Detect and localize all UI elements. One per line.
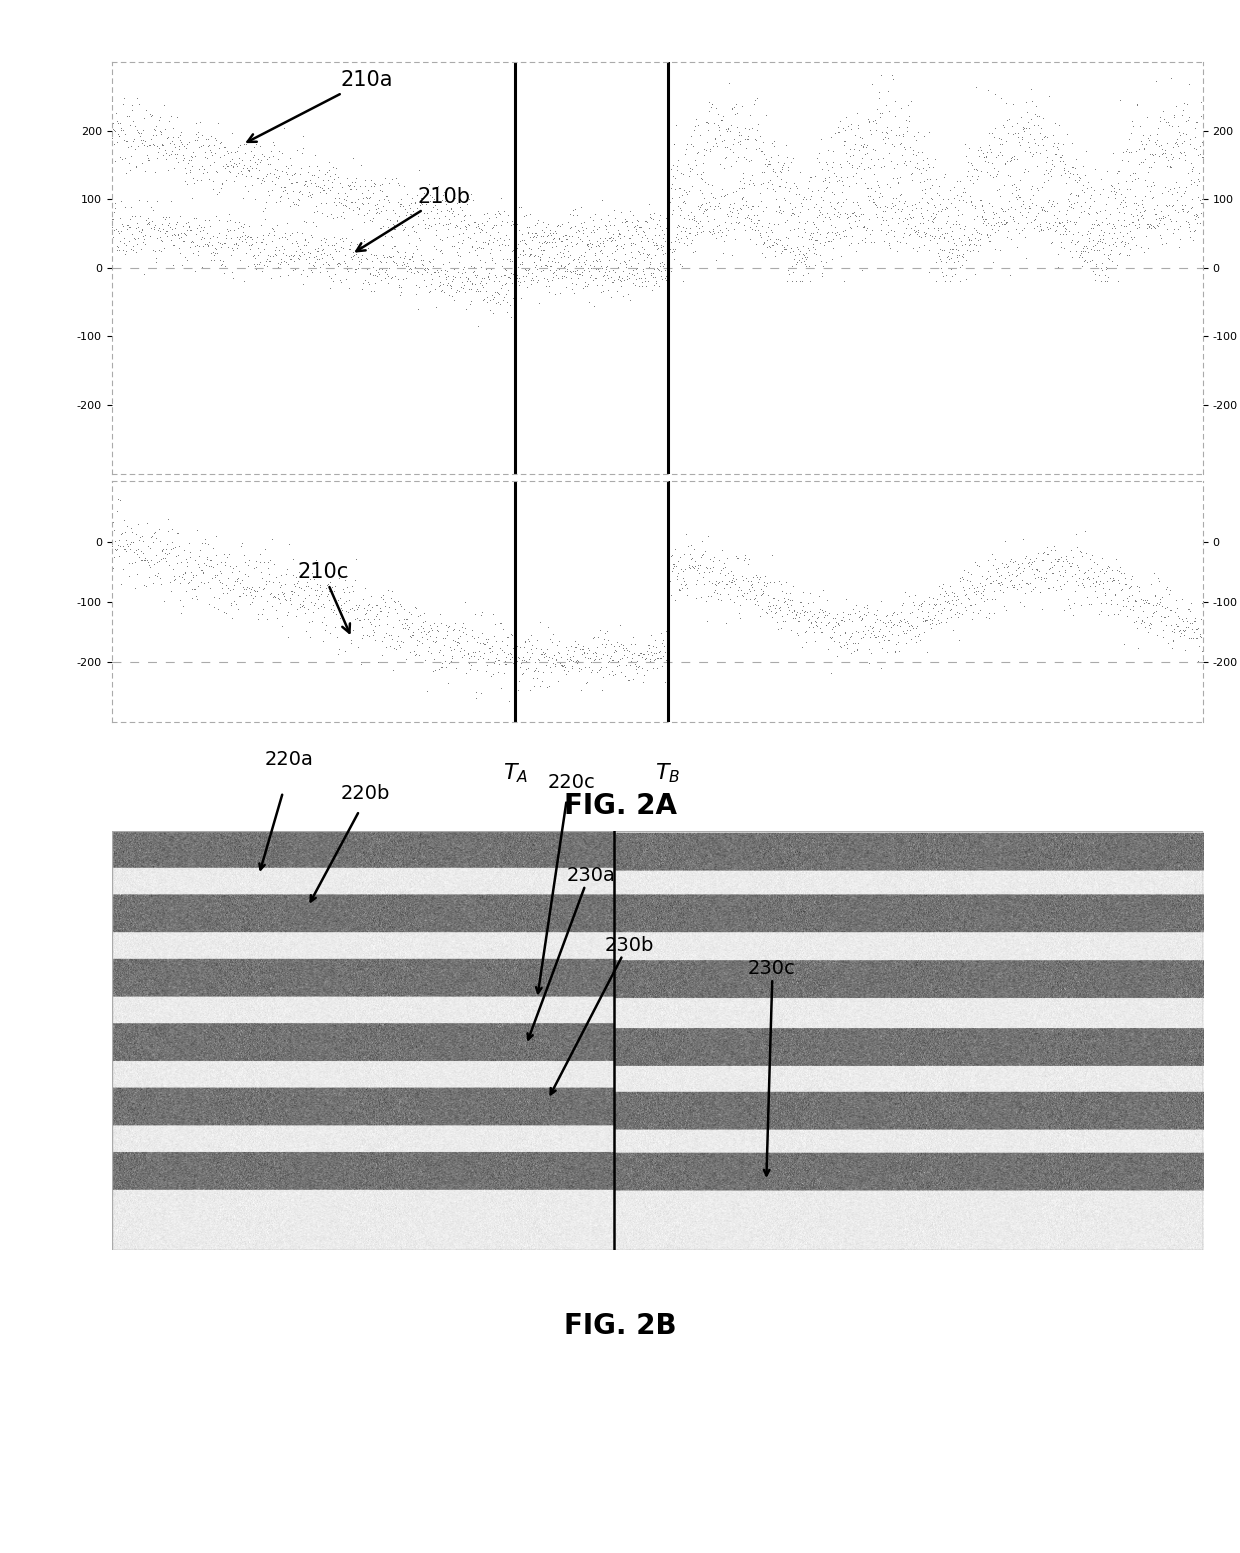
Text: 210c: 210c bbox=[298, 562, 350, 632]
Text: FIG. 2B: FIG. 2B bbox=[564, 1312, 676, 1340]
Text: 210a: 210a bbox=[248, 70, 393, 141]
Text: $T_B$: $T_B$ bbox=[656, 761, 681, 784]
Text: 230c: 230c bbox=[748, 960, 795, 978]
Text: $T_A$: $T_A$ bbox=[502, 761, 528, 784]
Text: 220b: 220b bbox=[341, 784, 391, 803]
Text: 220c: 220c bbox=[548, 773, 596, 792]
Text: 230b: 230b bbox=[604, 936, 653, 955]
Text: 230a: 230a bbox=[567, 867, 615, 885]
Text: 220a: 220a bbox=[264, 750, 314, 769]
Text: 210b: 210b bbox=[356, 186, 470, 252]
Text: FIG. 2A: FIG. 2A bbox=[563, 792, 677, 820]
